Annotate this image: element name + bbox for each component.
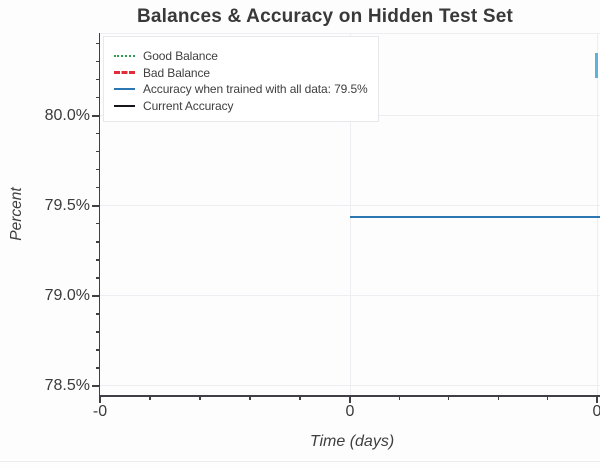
y-axis-line — [98, 33, 100, 397]
y-minor-tick — [95, 223, 100, 225]
y-minor-tick — [95, 61, 100, 63]
y-minor-tick — [95, 151, 100, 153]
y-tick-label: 79.5% — [44, 196, 90, 214]
endpoint-marker — [594, 52, 598, 78]
x-minor-tick — [547, 395, 549, 400]
y-minor-tick — [95, 259, 100, 261]
x-tick-label: 0 — [592, 403, 600, 420]
y-major-tick — [92, 115, 100, 117]
y-minor-tick — [95, 277, 100, 279]
y-major-tick — [92, 205, 100, 207]
y-minor-tick — [95, 169, 100, 171]
legend-swatch-good-balance — [114, 55, 135, 58]
y-minor-tick — [95, 97, 100, 99]
legend-label-good-balance: Good Balance — [143, 49, 218, 64]
legend: Good Balance Bad Balance Accuracy when t… — [103, 36, 379, 122]
chart-title: Balances & Accuracy on Hidden Test Set — [136, 6, 514, 27]
legend-item-all-data-accuracy[interactable]: Accuracy when trained with all data: 79.… — [114, 81, 368, 98]
x-gridline — [349, 33, 351, 395]
x-major-tick — [349, 395, 351, 403]
bottom-divider — [0, 461, 600, 462]
x-tick-label: 0 — [345, 403, 355, 420]
y-minor-tick — [95, 79, 100, 81]
y-minor-tick — [95, 187, 100, 189]
y-minor-tick — [95, 241, 100, 243]
y-major-tick — [92, 385, 100, 387]
y-minor-tick — [95, 313, 100, 315]
x-minor-tick — [299, 395, 301, 400]
x-axis-label: Time (days) — [309, 433, 395, 450]
x-tick-label: -0 — [92, 403, 108, 420]
y-minor-tick — [95, 367, 100, 369]
x-axis-line — [98, 395, 600, 397]
y-minor-tick — [95, 331, 100, 333]
legend-item-bad-balance[interactable]: Bad Balance — [114, 65, 368, 82]
x-minor-tick — [398, 395, 400, 400]
y-major-tick — [92, 295, 100, 297]
legend-swatch-all-data-accuracy — [114, 88, 135, 91]
y-minor-tick — [95, 349, 100, 351]
y-minor-tick — [95, 43, 100, 45]
x-major-tick — [99, 395, 101, 403]
legend-item-current-accuracy[interactable]: Current Accuracy — [114, 98, 368, 115]
legend-label-current-accuracy: Current Accuracy — [143, 98, 234, 113]
x-major-tick — [596, 395, 598, 403]
reference-line-accuracy-all-data — [350, 215, 600, 218]
legend-swatch-bad-balance — [114, 71, 135, 75]
legend-label-all-data-accuracy: Accuracy when trained with all data: 79.… — [143, 82, 368, 97]
x-minor-tick — [149, 395, 151, 400]
x-minor-tick — [249, 395, 251, 400]
y-tick-label: 80.0% — [44, 106, 90, 124]
legend-item-good-balance[interactable]: Good Balance — [114, 48, 368, 65]
y-tick-label: 79.0% — [44, 286, 90, 304]
y-tick-label: 78.5% — [44, 376, 90, 394]
x-minor-tick — [199, 395, 201, 400]
legend-label-bad-balance: Bad Balance — [143, 65, 210, 80]
legend-swatch-current-accuracy — [114, 104, 135, 107]
x-minor-tick — [497, 395, 499, 400]
x-gridline — [596, 33, 598, 395]
x-minor-tick — [448, 395, 450, 400]
y-minor-tick — [95, 133, 100, 135]
